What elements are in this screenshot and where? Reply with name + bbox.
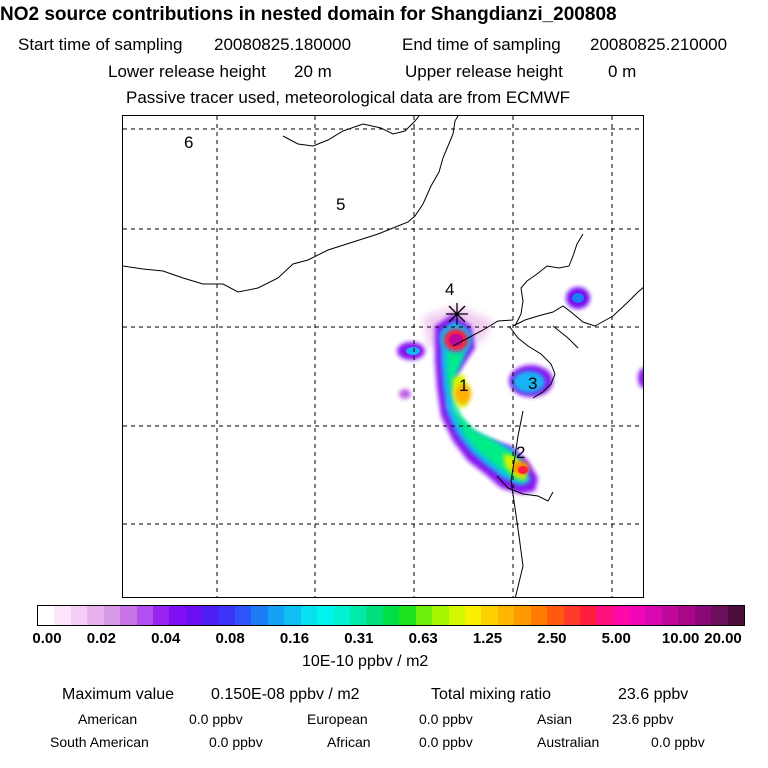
region-value-south-american: 0.0 ppbv	[209, 734, 263, 750]
colorbar-segment	[267, 606, 285, 625]
concentration-plume	[397, 287, 643, 494]
region-value-asian: 23.6 ppbv	[612, 711, 674, 727]
colorbar-tick-label: 0.04	[151, 630, 181, 647]
colorbar-segment	[54, 606, 71, 625]
colorbar-tick-label: 0.63	[408, 630, 438, 647]
colorbar-segment	[382, 606, 400, 625]
region-value-african: 0.0 ppbv	[419, 734, 473, 750]
colorbar-segment	[711, 606, 728, 625]
colorbar-tick-label: 0.31	[344, 630, 374, 647]
colorbar-segment	[727, 606, 745, 625]
region-value-american: 0.0 ppbv	[189, 711, 243, 727]
colorbar-tick-label: 1.25	[472, 630, 503, 647]
colorbar-segment	[185, 606, 203, 625]
region-name-asian: Asian	[537, 711, 573, 727]
region-name-european: European	[307, 711, 368, 727]
colorbar-segment	[300, 606, 318, 625]
max-value-label: Maximum value	[62, 686, 175, 703]
lower-release-value: 20 m	[294, 62, 332, 81]
colorbar-segment	[612, 606, 630, 625]
colorbar-segment	[169, 606, 186, 625]
total-mixing-label: Total mixing ratio	[431, 686, 552, 703]
site-label-1: 1	[459, 376, 469, 395]
end-time-value: 20080825.210000	[590, 35, 728, 54]
colorbar	[37, 605, 745, 626]
site-label-4: 4	[445, 280, 455, 299]
site-label-2: 2	[516, 443, 526, 462]
colorbar-segment	[678, 606, 695, 625]
map-panel: 1 2 3 4 5 6	[122, 115, 644, 598]
map-canvas	[123, 116, 643, 597]
colorbar-segment	[514, 606, 531, 625]
colorbar-segment	[333, 606, 351, 625]
colorbar-segment	[694, 606, 712, 625]
colorbar-tick-label: 0.08	[215, 630, 245, 647]
colorbar-segment	[662, 606, 679, 625]
region-name-australian: Australian	[537, 734, 600, 750]
region-value-european: 0.0 ppbv	[419, 711, 473, 727]
region-name-south-american: South American	[50, 734, 149, 750]
colorbar-segment	[350, 606, 367, 625]
total-mixing-value: 23.6 ppbv	[618, 686, 689, 703]
colorbar-segment	[87, 606, 104, 625]
figure-title: NO2 source contributions in nested domai…	[0, 4, 617, 25]
colorbar-segment	[629, 606, 646, 625]
colorbar-segment	[70, 606, 88, 625]
colorbar-segment	[596, 606, 613, 625]
colorbar-segment	[136, 606, 153, 625]
colorbar-segment	[366, 606, 383, 625]
colorbar-segment	[202, 606, 219, 625]
max-value: 0.150E-08 ppbv / m2	[211, 686, 360, 703]
lower-release-label: Lower release height	[108, 62, 266, 81]
colorbar-tick-label: 0.00	[32, 630, 62, 647]
colorbar-segment	[530, 606, 548, 625]
colorbar-tick-label: 0.16	[279, 630, 310, 647]
colorbar-tick-label: 10.00	[661, 630, 700, 647]
colorbar-segment	[497, 606, 515, 625]
colorbar-segment	[152, 606, 170, 625]
site-label-3: 3	[528, 374, 538, 393]
site-label-5: 5	[336, 195, 346, 214]
release-site-marker	[446, 303, 468, 325]
colorbar-segment	[448, 606, 465, 625]
colorbar-segment	[563, 606, 580, 625]
colorbar-segment	[645, 606, 663, 625]
colorbar-segment	[481, 606, 498, 625]
colorbar-segment	[432, 606, 449, 625]
colorbar-segment	[218, 606, 236, 625]
tracer-note: Passive tracer used, meteorological data…	[126, 88, 571, 107]
colorbar-tick-label: 5.00	[601, 630, 631, 647]
colorbar-segment	[284, 606, 301, 625]
map-grid	[123, 116, 643, 597]
start-time-label: Start time of sampling	[18, 35, 183, 54]
colorbar-unit: 10E-10 ppbv / m2	[302, 653, 429, 670]
colorbar-tick-label: 20.00	[704, 630, 742, 647]
colorbar-segment	[251, 606, 268, 625]
colorbar-segment	[235, 606, 252, 625]
site-label-6: 6	[184, 133, 194, 152]
colorbar-segment	[547, 606, 564, 625]
upper-release-label: Upper release height	[405, 62, 563, 81]
region-value-australian: 0.0 ppbv	[651, 734, 705, 750]
colorbar-segment	[464, 606, 482, 625]
colorbar-segment	[120, 606, 137, 625]
colorbar-segment	[579, 606, 597, 625]
colorbar-segment	[38, 606, 55, 625]
region-name-african: African	[327, 734, 371, 750]
colorbar-tick-label: 0.02	[86, 630, 116, 647]
upper-release-value: 0 m	[608, 62, 637, 81]
start-time-value: 20080825.180000	[214, 35, 352, 54]
colorbar-tick-label: 2.50	[537, 630, 567, 647]
colorbar-segment	[103, 606, 121, 625]
colorbar-segment	[317, 606, 334, 625]
colorbar-segment	[399, 606, 416, 625]
coastlines-borders	[123, 116, 643, 597]
region-name-american: American	[78, 711, 138, 727]
colorbar-segment	[415, 606, 433, 625]
end-time-label: End time of sampling	[402, 35, 561, 54]
